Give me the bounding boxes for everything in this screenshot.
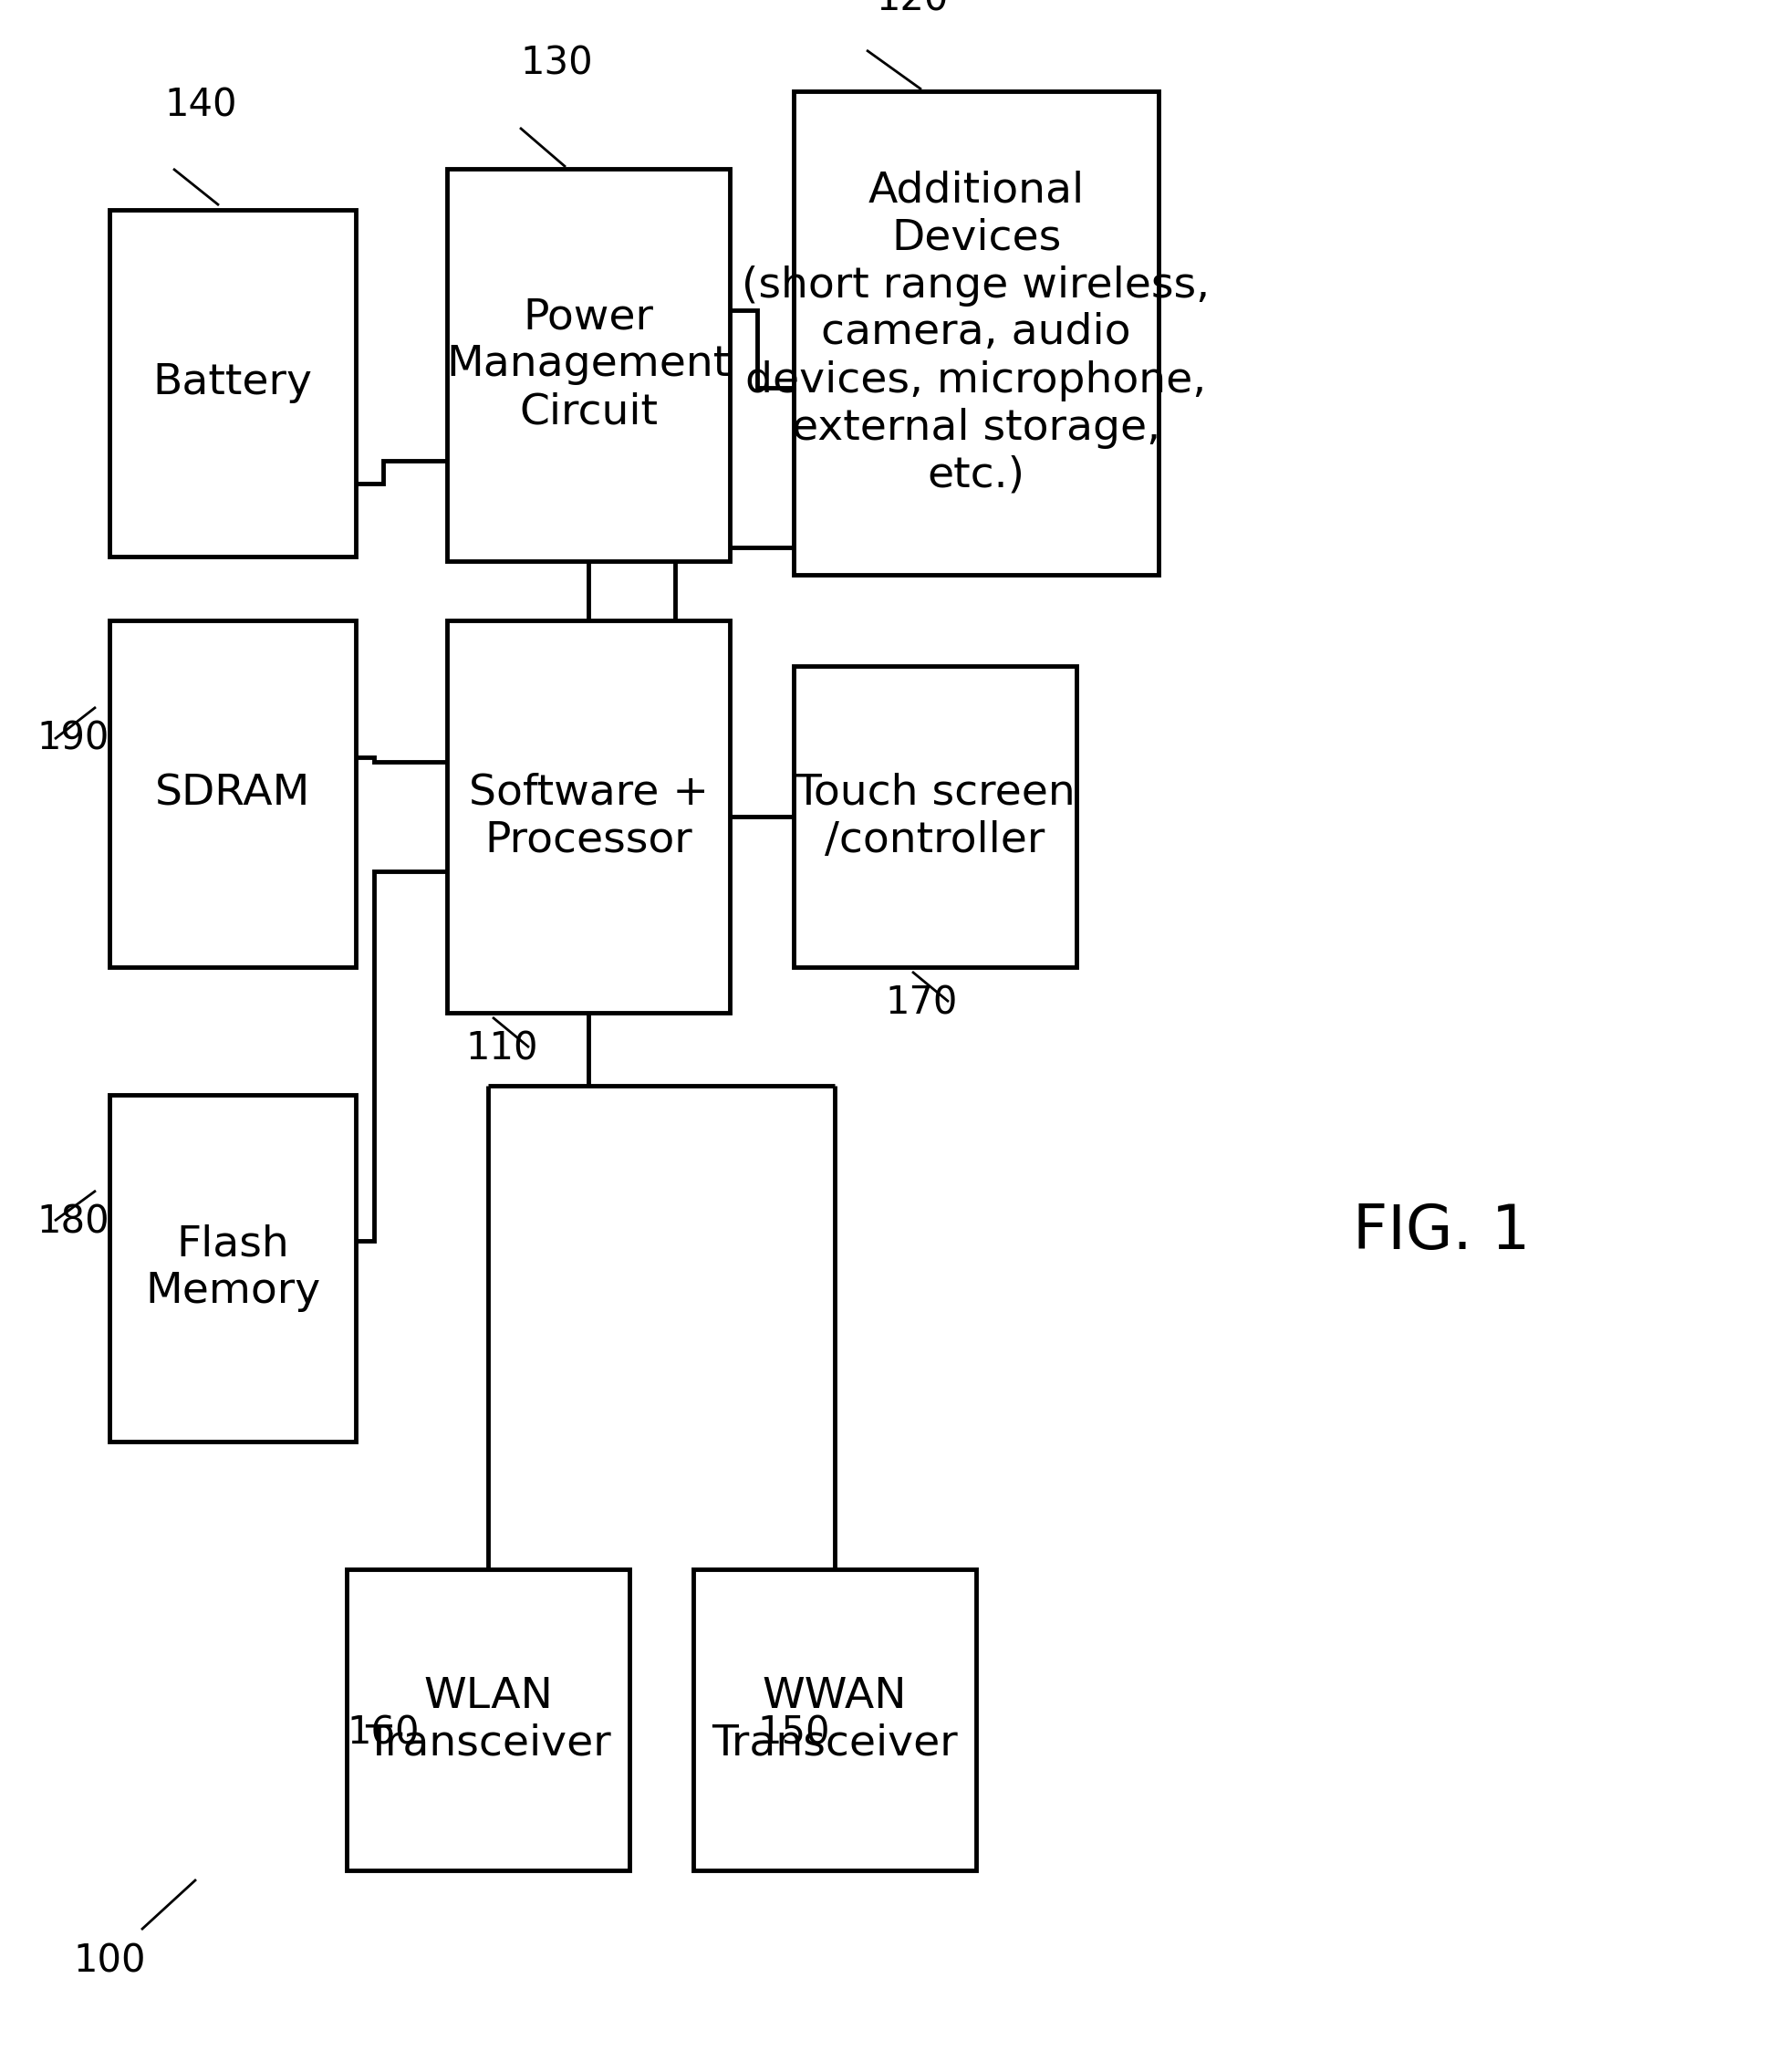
Bar — [447, 168, 730, 562]
Text: 170: 170 — [885, 984, 958, 1024]
Bar — [347, 1569, 629, 1871]
Text: WWAN
Transceiver: WWAN Transceiver — [712, 1676, 958, 1763]
Text: 160: 160 — [347, 1714, 420, 1753]
Text: 130: 130 — [520, 46, 594, 83]
Text: 140: 140 — [164, 85, 238, 124]
Text: Power
Management
Circuit: Power Management Circuit — [447, 296, 730, 433]
Bar — [109, 620, 356, 968]
Text: 110: 110 — [465, 1030, 538, 1069]
Text: 180: 180 — [38, 1204, 109, 1241]
Bar — [794, 91, 1159, 574]
Bar — [794, 665, 1076, 968]
Text: 190: 190 — [38, 719, 109, 758]
Text: SDRAM: SDRAM — [156, 773, 311, 814]
Bar — [447, 620, 730, 1013]
Bar — [109, 1094, 356, 1442]
Text: 150: 150 — [758, 1714, 830, 1753]
Bar — [109, 209, 356, 557]
Text: 120: 120 — [876, 0, 948, 19]
Text: 100: 100 — [73, 1941, 147, 1981]
Text: FIG. 1: FIG. 1 — [1354, 1202, 1531, 1262]
Bar — [694, 1569, 976, 1871]
Text: Flash
Memory: Flash Memory — [145, 1225, 320, 1312]
Text: Battery: Battery — [152, 363, 313, 404]
Text: Touch screen
/controller: Touch screen /controller — [794, 773, 1075, 860]
Text: Additional
Devices
(short range wireless,
camera, audio
devices, microphone,
ext: Additional Devices (short range wireless… — [742, 170, 1210, 495]
Text: Software +
Processor: Software + Processor — [468, 773, 708, 860]
Text: WLAN
Transceiver: WLAN Transceiver — [365, 1676, 611, 1763]
